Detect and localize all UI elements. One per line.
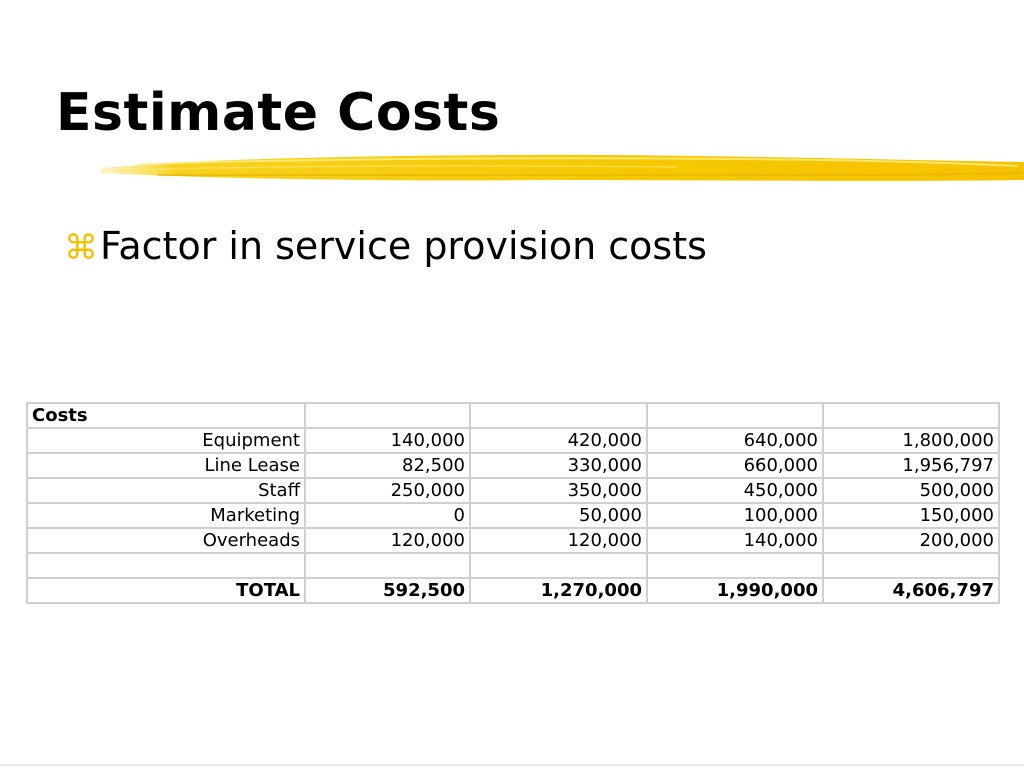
- row-label: Line Lease: [26, 452, 306, 479]
- table-cell: 640,000: [646, 427, 824, 454]
- table-cell: 100,000: [646, 502, 824, 529]
- table-cell: 120,000: [469, 527, 648, 554]
- table-row: Overheads 120,000 120,000 140,000 200,00…: [26, 527, 1000, 554]
- table-cell: 1,800,000: [822, 427, 1000, 454]
- table-cell: [26, 552, 306, 579]
- table-row-empty: [26, 552, 1000, 579]
- row-label: Staff: [26, 477, 306, 504]
- row-label: Overheads: [26, 527, 306, 554]
- table-cell: [822, 552, 1000, 579]
- bullet-text: Factor in service provision costs: [100, 224, 707, 268]
- table-cell: 450,000: [646, 477, 824, 504]
- table-row: Line Lease 82,500 330,000 660,000 1,956,…: [26, 452, 1000, 479]
- table-cell: 200,000: [822, 527, 1000, 554]
- table-row: Staff 250,000 350,000 450,000 500,000: [26, 477, 1000, 504]
- command-key-icon: ⌘: [64, 228, 98, 268]
- table-cell: [646, 402, 824, 429]
- table-row: Equipment 140,000 420,000 640,000 1,800,…: [26, 427, 1000, 454]
- total-cell: 4,606,797: [822, 577, 1000, 604]
- table-cell: 50,000: [469, 502, 648, 529]
- slide-title: Estimate Costs: [56, 83, 501, 143]
- table-cell: [469, 402, 648, 429]
- row-label: Equipment: [26, 427, 306, 454]
- table-cell: 150,000: [822, 502, 1000, 529]
- table-cell: 330,000: [469, 452, 648, 479]
- table-total-row: TOTAL 592,500 1,270,000 1,990,000 4,606,…: [26, 577, 1000, 604]
- table-cell: 140,000: [646, 527, 824, 554]
- table-cell: 660,000: [646, 452, 824, 479]
- table-header-label: Costs: [26, 402, 306, 429]
- table-header-row: Costs: [26, 402, 1000, 429]
- table-row: Marketing 0 50,000 100,000 150,000: [26, 502, 1000, 529]
- yellow-brush-stroke: [100, 154, 1024, 181]
- table-cell: [646, 552, 824, 579]
- slide-bottom-divider: [0, 764, 1024, 766]
- table-cell: 1,956,797: [822, 452, 1000, 479]
- table-cell: 350,000: [469, 477, 648, 504]
- total-cell: 592,500: [304, 577, 471, 604]
- total-cell: 1,990,000: [646, 577, 824, 604]
- table-cell: 500,000: [822, 477, 1000, 504]
- total-label: TOTAL: [26, 577, 306, 604]
- table-cell: 0: [304, 502, 471, 529]
- table-cell: 250,000: [304, 477, 471, 504]
- row-label: Marketing: [26, 502, 306, 529]
- table-cell: 420,000: [469, 427, 648, 454]
- table-cell: [469, 552, 648, 579]
- bullet-point: ⌘ Factor in service provision costs: [64, 220, 707, 274]
- table-cell: 140,000: [304, 427, 471, 454]
- table-cell: [304, 402, 471, 429]
- costs-table: Costs Equipment 140,000 420,000 640,000 …: [26, 402, 1000, 604]
- table-cell: 82,500: [304, 452, 471, 479]
- total-cell: 1,270,000: [469, 577, 648, 604]
- table-cell: [822, 402, 1000, 429]
- table-cell: 120,000: [304, 527, 471, 554]
- table-cell: [304, 552, 471, 579]
